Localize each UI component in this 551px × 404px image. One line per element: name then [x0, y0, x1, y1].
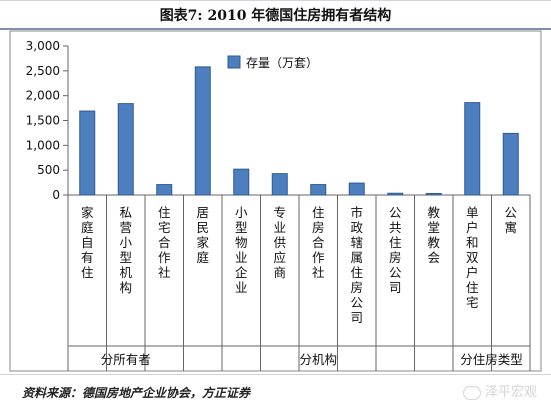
category-label: 公共住房公司 — [389, 205, 402, 295]
watermark: 泽平宏观 — [462, 381, 537, 400]
figure-title: 图表7: 2010 年德国住房拥有者结构 — [159, 8, 392, 24]
legend-swatch — [227, 55, 241, 69]
bar — [117, 103, 134, 196]
bar — [233, 168, 250, 196]
bar — [387, 192, 404, 196]
source-bar: 资料来源：德国房地产企业协会，方正证券 泽平宏观 — [0, 374, 551, 404]
group-label: 分所有者 — [101, 352, 151, 367]
category-label: 住宅合作社 — [158, 205, 171, 280]
group-label: 分机构 — [299, 352, 337, 367]
y-tick-label: 500 — [37, 163, 60, 177]
y-tick-label: 1,000 — [26, 138, 60, 152]
y-tick-label: 3,000 — [26, 39, 60, 53]
legend: 存量（万套） — [227, 55, 318, 70]
y-tick-label: 2,500 — [26, 64, 60, 78]
category-label: 市政辖属住房公司 — [350, 205, 363, 325]
y-tick-labels: 0 500 1,000 1,500 2,000 2,500 3,000 — [26, 39, 60, 202]
category-label: 居民家庭 — [196, 205, 209, 265]
bar — [310, 184, 327, 196]
axes-group — [9, 30, 542, 372]
category-label: 家庭自有住 — [81, 205, 94, 280]
bar — [194, 66, 211, 196]
bar — [79, 110, 96, 196]
bar — [348, 182, 365, 196]
category-label: 专业供应商 — [273, 205, 286, 280]
bar-chart: 0 500 1,000 1,500 2,000 2,500 3,000 家庭自有住 私营小型机… — [9, 30, 542, 372]
legend-label: 存量（万套） — [246, 56, 318, 70]
source-note: 资料来源：德国房地产企业协会，方正证券 — [22, 386, 251, 400]
group-labels: 分所有者 分机构 分住房类型 — [101, 352, 523, 367]
wechat-icon — [462, 385, 481, 400]
category-label: 公寓 — [504, 205, 517, 235]
watermark-text: 泽平宏观 — [484, 385, 537, 400]
category-label: 单户和双户住宅 — [466, 205, 479, 310]
bar — [156, 184, 173, 196]
bar — [425, 193, 442, 196]
category-labels: 家庭自有住 私营小型机构 住宅合作社 居民家庭 小型物业企业 专业供应商 住房合作社 市政辖属… — [81, 205, 518, 325]
group-label: 分住房类型 — [460, 352, 523, 367]
category-label: 教堂教会 — [427, 205, 440, 265]
bar — [502, 132, 519, 196]
title-bar: 图表7: 2010 年德国住房拥有者结构 — [0, 0, 551, 30]
y-tick-label: 1,500 — [26, 114, 60, 128]
bar — [271, 173, 288, 196]
y-tick-label: 2,000 — [26, 89, 60, 103]
y-tick-label: 0 — [52, 188, 60, 202]
category-label: 小型物业企业 — [235, 205, 248, 295]
category-label: 私营小型机构 — [119, 205, 132, 295]
chart-frame — [9, 30, 542, 372]
bars-group — [79, 66, 519, 196]
bar — [464, 102, 481, 196]
category-label: 住房合作社 — [312, 205, 325, 280]
